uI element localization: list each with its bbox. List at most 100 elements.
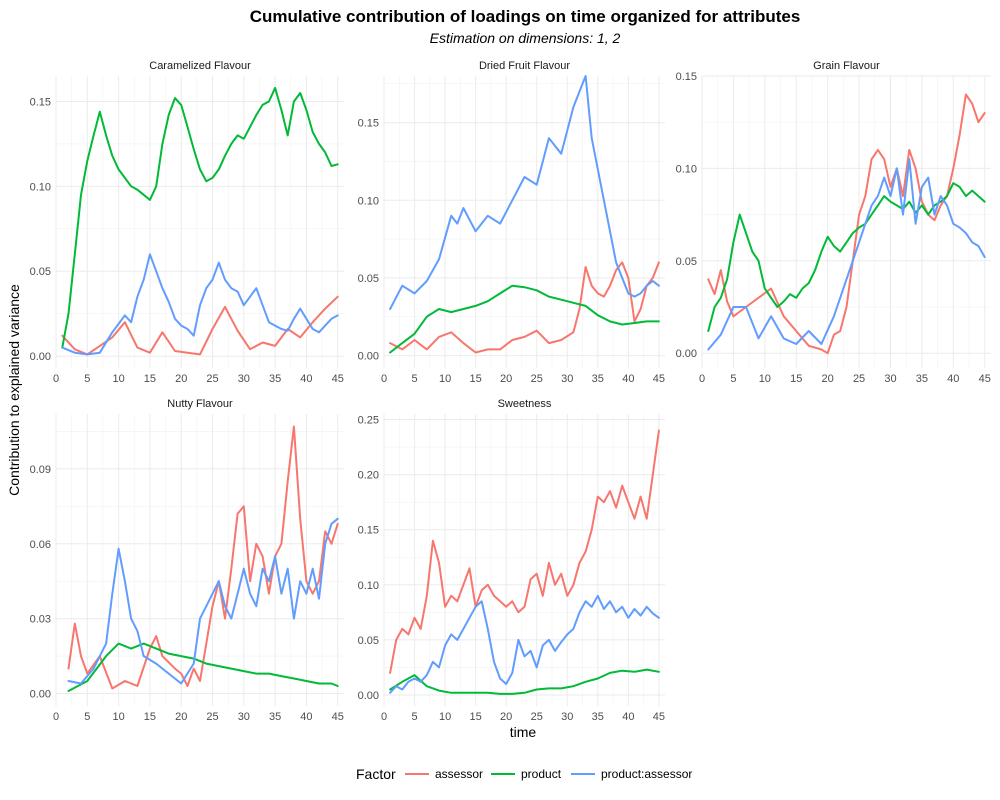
panel-caramelized-flavour: Caramelized Flavour 0 5 10 15 20 25 30 35 40 45 0.0… bbox=[30, 60, 344, 385]
x-tick-label: 30 bbox=[884, 373, 896, 385]
x-tick-label: 0 bbox=[699, 373, 705, 385]
y-tick-label: 0.09 bbox=[30, 464, 51, 476]
chart-title: Cumulative contribution of loadings on t… bbox=[250, 7, 801, 26]
y-tick-label: 0.00 bbox=[30, 689, 51, 701]
x-tick-label: 5 bbox=[84, 711, 90, 723]
legend: Factor assessor product product:assessor bbox=[356, 766, 692, 782]
legend-item-product-assessor: product:assessor bbox=[571, 767, 692, 781]
y-tick-label: 0.05 bbox=[676, 256, 697, 268]
legend-title: Factor bbox=[356, 766, 396, 782]
x-tick-label: 35 bbox=[269, 711, 281, 723]
x-tick-label: 35 bbox=[592, 373, 604, 385]
panel-title: Dried Fruit Flavour bbox=[479, 60, 570, 72]
panel-title: Nutty Flavour bbox=[167, 398, 233, 410]
y-tick-label: 0.03 bbox=[30, 614, 51, 626]
panel-grain-flavour: Grain Flavour 0 5 10 15 20 25 30 35 40 45 0.00 0.05 0… bbox=[676, 60, 991, 385]
x-tick-label: 30 bbox=[561, 373, 573, 385]
x-tick-label: 45 bbox=[332, 373, 344, 385]
panel-dried-fruit-flavour: Dried Fruit Flavour 0 5 10 15 20 25 30 35 40 45 0.0… bbox=[358, 60, 665, 385]
legend-label: product:assessor bbox=[601, 767, 692, 781]
y-tick-label: 0.15 bbox=[358, 118, 379, 130]
x-tick-label: 20 bbox=[822, 373, 834, 385]
y-tick-label: 0.00 bbox=[358, 351, 379, 363]
x-tick-label: 5 bbox=[730, 373, 736, 385]
legend-item-assessor: assessor bbox=[405, 767, 483, 781]
x-tick-label: 40 bbox=[300, 373, 312, 385]
series-line-product-assessor bbox=[707, 158, 986, 351]
series-line-product-assessor bbox=[389, 75, 660, 310]
x-tick-label: 15 bbox=[790, 373, 802, 385]
panel-title: Sweetness bbox=[498, 398, 552, 410]
x-tick-label: 10 bbox=[112, 373, 124, 385]
x-tick-label: 35 bbox=[916, 373, 928, 385]
y-tick-label: 0.00 bbox=[676, 348, 697, 360]
y-tick-label: 0.15 bbox=[30, 96, 51, 108]
x-tick-label: 20 bbox=[500, 373, 512, 385]
y-axis-title: Contribution to explained variance bbox=[6, 284, 22, 496]
y-tick-label: 0.05 bbox=[358, 635, 379, 647]
x-tick-label: 10 bbox=[112, 711, 124, 723]
facet-panels: Caramelized Flavour 0 5 10 15 20 25 30 35 40 45 0.0… bbox=[30, 60, 991, 723]
x-tick-label: 45 bbox=[653, 373, 665, 385]
series-line-assessor bbox=[389, 429, 660, 674]
x-tick-label: 5 bbox=[411, 373, 417, 385]
panel-nutty-flavour: Nutty Flavour 0 5 10 15 20 25 30 35 40 45 0.00 0.03 0… bbox=[30, 398, 344, 723]
x-tick-label: 15 bbox=[470, 711, 482, 723]
x-tick-label: 5 bbox=[411, 711, 417, 723]
x-tick-label: 0 bbox=[381, 711, 387, 723]
series-line-assessor bbox=[67, 425, 339, 690]
legend-item-product: product bbox=[491, 767, 562, 781]
y-tick-label: 0.25 bbox=[358, 415, 379, 427]
x-axis-title: time bbox=[510, 724, 537, 740]
series-line-product bbox=[389, 284, 660, 354]
x-tick-label: 30 bbox=[238, 711, 250, 723]
x-tick-label: 35 bbox=[269, 373, 281, 385]
y-tick-label: 0.05 bbox=[30, 266, 51, 278]
series-line-product-assessor bbox=[67, 517, 339, 685]
x-tick-label: 15 bbox=[470, 373, 482, 385]
series-line-product bbox=[389, 668, 660, 695]
x-tick-label: 40 bbox=[622, 373, 634, 385]
series-line-product bbox=[61, 86, 339, 349]
y-tick-label: 0.10 bbox=[358, 580, 379, 592]
y-tick-label: 0.05 bbox=[358, 273, 379, 285]
x-tick-label: 40 bbox=[622, 711, 634, 723]
x-tick-label: 0 bbox=[53, 711, 59, 723]
y-tick-label: 0.06 bbox=[30, 539, 51, 551]
x-tick-label: 20 bbox=[175, 373, 187, 385]
series-line-product-assessor bbox=[389, 594, 660, 694]
chart-subtitle: Estimation on dimensions: 1, 2 bbox=[430, 30, 621, 46]
x-tick-label: 5 bbox=[84, 373, 90, 385]
panel-sweetness: Sweetness 0 5 10 15 20 25 30 35 40 45 0.00 0.05 0.10 0… bbox=[358, 398, 665, 723]
x-tick-label: 0 bbox=[381, 373, 387, 385]
x-tick-label: 10 bbox=[439, 373, 451, 385]
y-tick-label: 0.20 bbox=[358, 470, 379, 482]
x-tick-label: 25 bbox=[531, 373, 543, 385]
x-tick-label: 45 bbox=[979, 373, 991, 385]
panel-title: Grain Flavour bbox=[813, 60, 880, 72]
y-tick-label: 0.15 bbox=[358, 525, 379, 537]
x-tick-label: 10 bbox=[759, 373, 771, 385]
x-tick-label: 40 bbox=[947, 373, 959, 385]
x-tick-label: 45 bbox=[653, 711, 665, 723]
y-tick-label: 0.15 bbox=[676, 71, 697, 83]
x-tick-label: 25 bbox=[853, 373, 865, 385]
x-tick-label: 15 bbox=[144, 373, 156, 385]
series-line-assessor bbox=[389, 261, 660, 354]
x-tick-label: 25 bbox=[206, 711, 218, 723]
x-tick-label: 30 bbox=[238, 373, 250, 385]
y-tick-label: 0.00 bbox=[358, 690, 379, 702]
x-tick-label: 20 bbox=[175, 711, 187, 723]
x-tick-label: 25 bbox=[531, 711, 543, 723]
y-tick-label: 0.10 bbox=[676, 163, 697, 175]
x-tick-label: 10 bbox=[439, 711, 451, 723]
series-line-product-assessor bbox=[61, 253, 339, 356]
x-tick-label: 0 bbox=[53, 373, 59, 385]
x-tick-label: 40 bbox=[300, 711, 312, 723]
y-tick-label: 0.00 bbox=[30, 351, 51, 363]
x-tick-label: 25 bbox=[206, 373, 218, 385]
x-tick-label: 15 bbox=[144, 711, 156, 723]
x-tick-label: 45 bbox=[332, 711, 344, 723]
y-tick-label: 0.10 bbox=[30, 181, 51, 193]
